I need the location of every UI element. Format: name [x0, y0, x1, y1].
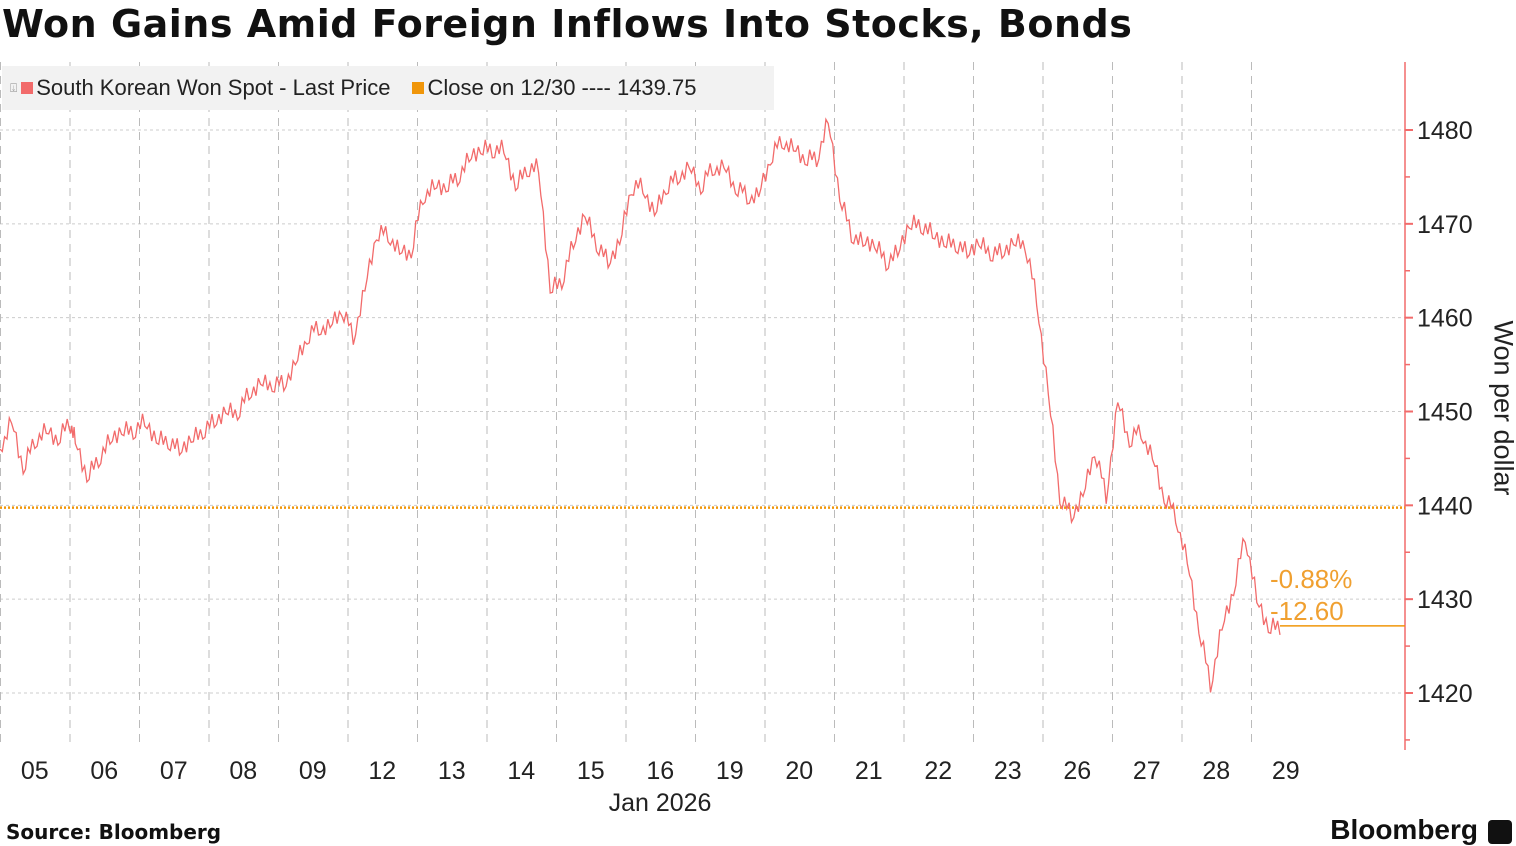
- x-tick-label: 13: [438, 757, 466, 785]
- y-tick-label: 1430: [1417, 586, 1473, 614]
- bloomberg-chart-icon: [1488, 820, 1512, 844]
- y-tick-label: 1420: [1417, 680, 1473, 708]
- legend-label-price: South Korean Won Spot - Last Price: [36, 75, 391, 100]
- x-tick-label: 07: [160, 757, 188, 785]
- x-tick-label: 27: [1133, 757, 1161, 785]
- legend-swatch-price: [21, 82, 34, 94]
- y-tick-label: 1450: [1417, 399, 1473, 427]
- x-tick-label: 22: [924, 757, 952, 785]
- y-tick-label: 1470: [1417, 211, 1473, 239]
- y-tick-label: 1480: [1417, 117, 1473, 145]
- chart-title: Won Gains Amid Foreign Inflows Into Stoc…: [2, 2, 1133, 46]
- x-tick-label: 21: [855, 757, 883, 785]
- y-tick-label: 1440: [1417, 492, 1473, 520]
- legend-label-close: Close on 12/30 ---- 1439.75: [427, 75, 697, 100]
- y-tick-label: 1460: [1417, 305, 1473, 333]
- legend-pin-icon: ⍗: [10, 80, 18, 95]
- x-tick-label: 23: [994, 757, 1022, 785]
- x-tick-label: 29: [1272, 757, 1300, 785]
- x-tick-label: 15: [577, 757, 605, 785]
- x-tick-label: 12: [368, 757, 396, 785]
- x-tick-label: 05: [21, 757, 49, 785]
- source-note: Source: Bloomberg: [6, 820, 222, 844]
- x-tick-label: 06: [90, 757, 118, 785]
- x-tick-label: 26: [1063, 757, 1091, 785]
- legend-swatch-close: [412, 82, 425, 94]
- pct-change-label: -0.88%: [1270, 564, 1352, 594]
- x-tick-label: 16: [646, 757, 674, 785]
- bloomberg-logo: Bloomberg: [1330, 814, 1478, 845]
- price-line: [0, 117, 1281, 693]
- y-axis-label: Won per dollar: [1488, 320, 1516, 496]
- x-tick-label: 14: [507, 757, 535, 785]
- x-tick-label: 08: [229, 757, 257, 785]
- x-tick-label: 20: [785, 757, 813, 785]
- x-axis-label: Jan 2026: [609, 789, 712, 817]
- x-tick-label: 28: [1202, 757, 1230, 785]
- x-tick-label: 19: [716, 757, 744, 785]
- legend: ⍗ South Korean Won Spot - Last Price Clo…: [2, 66, 774, 110]
- x-tick-label: 09: [299, 757, 327, 785]
- abs-change-label: -12.60: [1270, 596, 1344, 626]
